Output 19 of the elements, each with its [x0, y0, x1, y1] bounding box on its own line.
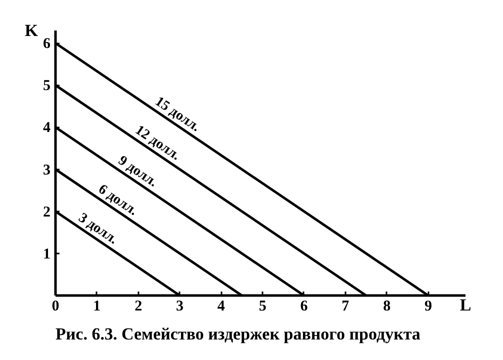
y-tick-label: 5 — [43, 78, 50, 94]
text: Рис. 6.3. Семейство издержек равного продукта — [56, 324, 421, 344]
x-axis-title: L — [460, 296, 472, 314]
x-tick-label: 0 — [52, 298, 60, 314]
x-tick-label: 3 — [176, 298, 184, 314]
x-tick-label: 9 — [424, 298, 432, 314]
x-tick-label: 8 — [383, 298, 391, 314]
y-axis-title: K — [24, 21, 39, 40]
y-tick-label: 6 — [43, 36, 51, 52]
y-tick-label: 1 — [43, 246, 50, 262]
y-tick-label: 4 — [43, 120, 51, 136]
x-tick-label: 6 — [300, 298, 308, 314]
x-tick-label: 4 — [217, 298, 226, 314]
x-tick-label: 1 — [93, 298, 101, 314]
x-tick-label: 5 — [258, 298, 266, 314]
x-tick-label: 2 — [134, 298, 142, 314]
x-tick-label: 7 — [342, 298, 350, 314]
y-tick-label: 3 — [43, 162, 50, 178]
y-tick-label: 2 — [43, 204, 50, 220]
